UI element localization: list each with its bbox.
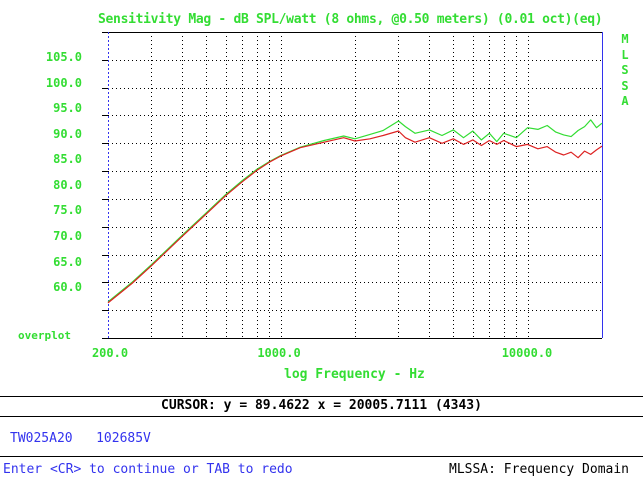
device-under-test-label: TW025A20 102685V [10, 431, 151, 446]
brand-letter: S [621, 63, 629, 77]
x-tick-label: 1000.0 [257, 346, 301, 360]
chart-grid [108, 32, 602, 339]
y-tick-label: 100.0 [45, 76, 82, 90]
x-tick-label: 200.0 [91, 346, 129, 360]
brand-letter: M [621, 32, 629, 46]
plot-title: Sensitivity Mag - dB SPL/watt (8 ohms, @… [98, 12, 603, 27]
continue-prompt[interactable]: Enter <CR> to continue or TAB to redo [3, 462, 293, 477]
y-tick-label: 75.0 [53, 203, 82, 217]
y-tick-label: 85.0 [53, 152, 82, 166]
y-tick-label: 105.0 [45, 50, 82, 64]
brand-letter: S [621, 78, 629, 93]
cursor-readout: CURSOR: y = 89.4622 x = 20005.7111 (4343… [161, 398, 482, 413]
divider-line [0, 456, 643, 457]
brand-letter: A [621, 94, 629, 108]
y-tick-label: 80.0 [53, 178, 82, 192]
y-tick-label: 95.0 [53, 101, 82, 115]
mlssa-vertical-brand: M L S S A [618, 32, 632, 110]
series-line-1 [107, 130, 603, 304]
x-axis-label: log Frequency - Hz [284, 367, 425, 382]
y-tick-label: 70.0 [53, 229, 82, 243]
brand-letter: L [621, 47, 629, 62]
mode-label: MLSSA: Frequency Domain [449, 462, 630, 477]
y-tick-label: 65.0 [53, 255, 82, 269]
chart-axes [102, 32, 603, 339]
divider-line [0, 416, 643, 417]
y-tick-label: 90.0 [53, 127, 82, 141]
frequency-response-chart[interactable] [0, 0, 643, 400]
divider-line [0, 396, 643, 397]
chart-series [107, 119, 603, 304]
x-tick-label: 10000.0 [501, 346, 553, 360]
y-tick-label: 60.0 [53, 280, 82, 294]
series-line-0 [107, 119, 603, 303]
overplot-label: overplot [18, 329, 71, 342]
